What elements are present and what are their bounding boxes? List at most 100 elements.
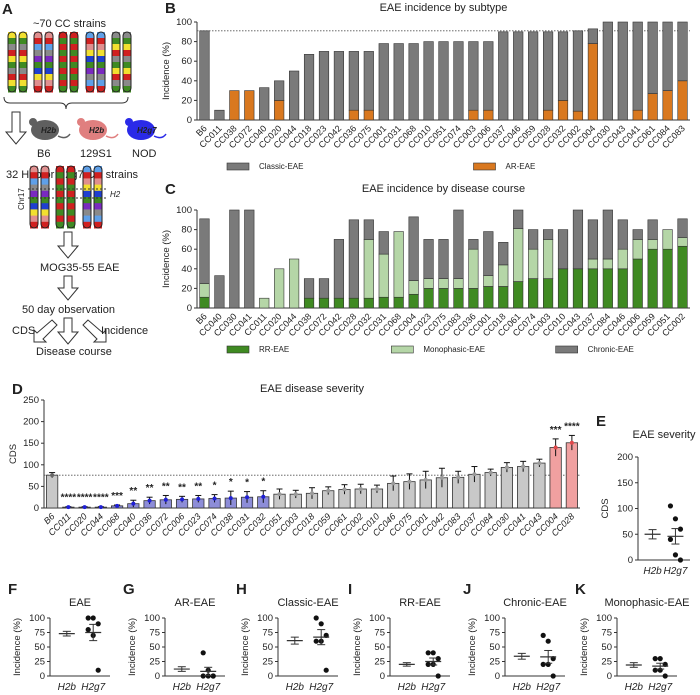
chromosome-band [45, 56, 53, 63]
chromosome-band [112, 38, 120, 45]
bar-classic-eae [677, 21, 688, 82]
chromosome-band [97, 80, 105, 87]
significance-marker: * [213, 481, 217, 492]
chromosome-band [83, 209, 91, 217]
chromosome-band [97, 62, 105, 69]
cc-strains-label: ~70 CC strains [33, 18, 107, 30]
panel-letter-h: H [236, 581, 247, 598]
chromosome-band [97, 68, 105, 75]
x-tick-label: H2g7 [663, 566, 687, 577]
chromosome-band [41, 178, 49, 186]
chromosome-band [83, 197, 91, 204]
chromosome-band [86, 74, 94, 81]
chromosome-band [123, 50, 131, 57]
mouse-haplotype: H2b [41, 126, 56, 135]
chromosome-band [67, 172, 75, 179]
chromosome-band [30, 166, 38, 173]
significance-marker: *** [550, 425, 562, 436]
bar-monophasic-eae [483, 275, 494, 287]
bar-chronic-eae [199, 218, 210, 284]
bar-ar-eae [229, 90, 240, 121]
panel-letter-b: B [165, 0, 176, 17]
mouse-icon [127, 120, 155, 140]
bar-monophasic-eae [378, 253, 389, 298]
chromosome-band [56, 190, 64, 198]
bar-chronic-eae [318, 278, 330, 299]
bar-monophasic-eae [513, 228, 524, 282]
data-point [652, 667, 658, 673]
y-axis-label: Incidence (%) [127, 618, 138, 676]
significance-marker: **** [77, 493, 93, 504]
y-tick-label: 40 [181, 76, 192, 87]
y-tick-label: 50 [149, 642, 160, 653]
chromosome-band [97, 32, 105, 39]
mean-point [261, 494, 266, 499]
chromosome-band [41, 203, 49, 210]
data-point [677, 557, 684, 563]
bar-classic-eae [647, 21, 658, 94]
panel-c-chart: C EAE incidence by disease course 0 20 40 60 8… [161, 181, 690, 354]
bar-chronic-eae [348, 219, 359, 299]
immunization-label: MOG35-55 EAE [40, 262, 119, 274]
mean-point [326, 488, 331, 493]
chromosome-band [19, 38, 27, 45]
arrow-down-left-icon [33, 319, 58, 343]
y-tick-label: 25 [601, 657, 612, 668]
y-tick-label: 25 [374, 657, 385, 668]
chromosome-band [70, 62, 78, 69]
chromosome-outline [85, 31, 95, 93]
bar-rr-eae [677, 245, 688, 309]
chromosome-band [97, 44, 105, 51]
chromosome-band [94, 190, 102, 198]
y-tick-label: 60 [181, 56, 192, 67]
bar-monophasic-eae [498, 264, 509, 287]
data-point [210, 673, 216, 679]
y-tick-label: 100 [23, 460, 39, 471]
chromosome-band [19, 62, 27, 69]
bar-classic-eae [333, 51, 345, 121]
x-tick-label: H2g7 [309, 682, 333, 693]
founder-mice: H2b H2b H2g7 [29, 118, 167, 140]
chart-title: EAE severity [633, 429, 696, 441]
bar-classic-eae [468, 41, 479, 111]
chart-title: RR-EAE [399, 597, 441, 609]
mean-point [50, 473, 55, 478]
chart-title: EAE incidence by disease course [362, 183, 525, 195]
mean-point [358, 486, 363, 491]
chromosome-band [59, 86, 67, 93]
mean-point [180, 497, 185, 502]
x-tick-label: H2g7 [196, 682, 220, 693]
chromosome-band [97, 86, 105, 93]
chromosome-band [59, 56, 67, 63]
bar-classic-eae [542, 31, 554, 111]
bar-rr-eae [572, 268, 584, 309]
chromosome-outline [33, 31, 43, 93]
bar-rr-eae [557, 268, 569, 309]
chromosome-band [19, 68, 27, 75]
bar-monophasic-eae [617, 248, 628, 270]
chromosome-outline [122, 31, 132, 93]
chart-title: EAE [69, 597, 91, 609]
chromosome-band [70, 86, 78, 93]
bar-monophasic-eae [274, 268, 285, 309]
bar-monophasic-eae [662, 229, 673, 250]
bar-rr-eae [647, 248, 658, 309]
chromosome-band [19, 86, 27, 93]
x-tick-label: H2b [643, 566, 662, 577]
chromosome-band [67, 190, 75, 198]
y-tick-label: 40 [181, 264, 192, 275]
data-point [95, 667, 101, 673]
bar-rr-eae [513, 281, 524, 309]
chromosome-band [70, 44, 78, 51]
bar-ar-eae [662, 90, 673, 121]
chromosome-band [123, 74, 131, 81]
data-point [318, 621, 324, 627]
bar-classic-eae [587, 28, 598, 44]
chromosome-band [67, 203, 75, 210]
bar-ar-eae [542, 109, 554, 121]
bar-rr-eae [378, 296, 389, 309]
chromosome-band [41, 215, 49, 223]
chromosome-band [97, 56, 105, 63]
mean-point [196, 496, 201, 501]
chromosome-band [8, 56, 16, 63]
